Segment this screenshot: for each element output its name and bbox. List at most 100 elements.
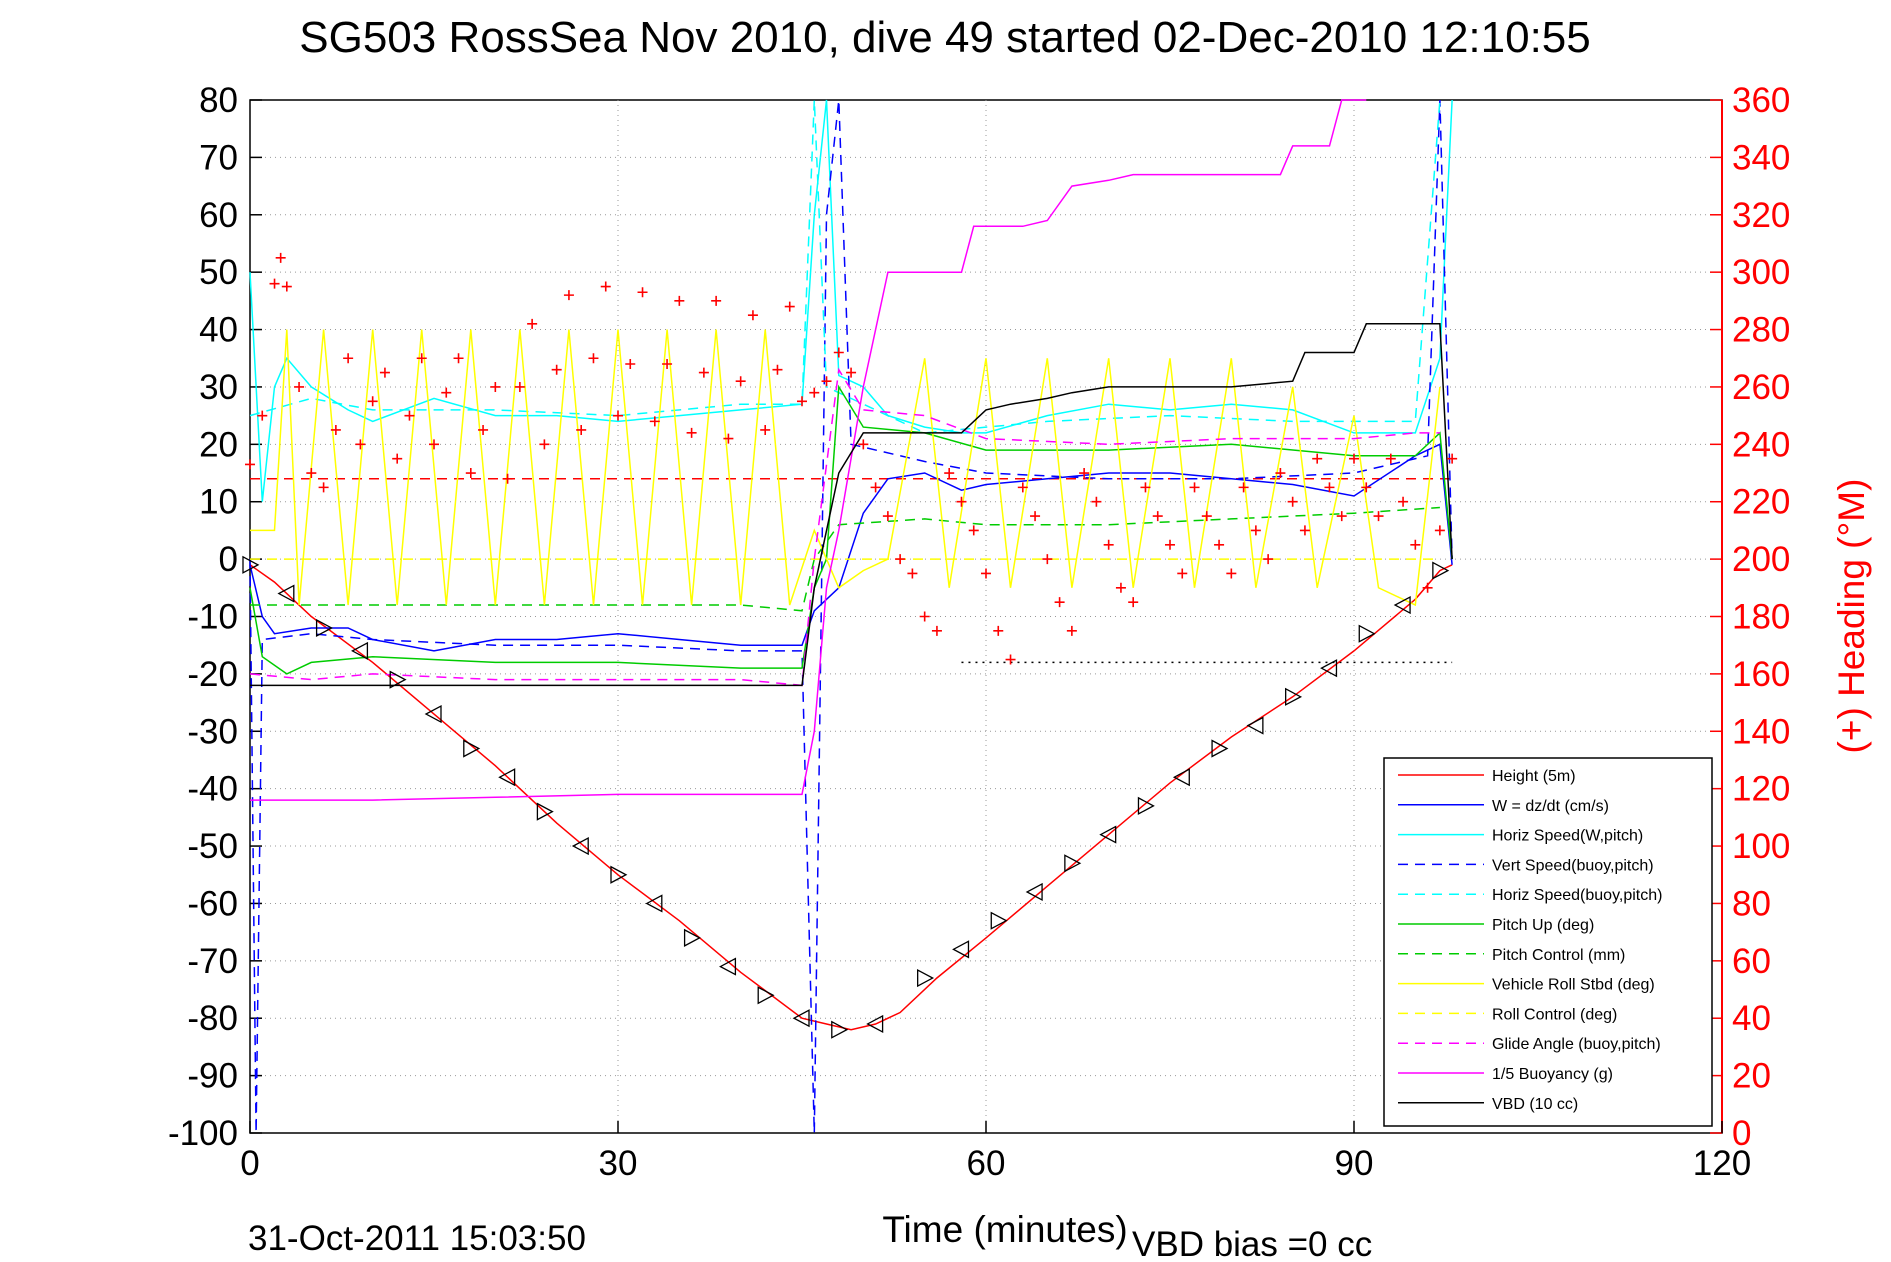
heading-marker <box>1140 482 1151 493</box>
heading-marker <box>723 433 734 444</box>
y-tick-label: -50 <box>187 827 238 866</box>
triangle-marker <box>1137 796 1155 815</box>
y2-tick-label: 320 <box>1732 196 1790 235</box>
y2-tick-label: 20 <box>1732 1057 1771 1096</box>
heading-marker <box>968 525 979 536</box>
triangle-marker <box>1432 561 1450 580</box>
x-tick-label: 0 <box>240 1144 259 1183</box>
y-tick-label: -70 <box>187 942 238 981</box>
heading-marker <box>1042 554 1053 565</box>
heading-marker <box>404 410 415 421</box>
triangle-marker <box>792 1009 810 1028</box>
y2-tick-label: 180 <box>1732 598 1790 637</box>
heading-marker <box>1324 482 1335 493</box>
heading-marker <box>674 295 685 306</box>
heading-marker <box>784 301 795 312</box>
heading-marker <box>613 410 623 421</box>
heading-marker <box>711 295 722 306</box>
triangle-marker <box>1393 595 1411 615</box>
y-tick-label: 0 <box>219 540 238 579</box>
triangle-marker <box>1358 624 1376 643</box>
heading-marker <box>1361 482 1372 493</box>
bottom-axis: 0 30 60 90 120 <box>240 1121 1751 1183</box>
y-tick-label: -80 <box>187 999 238 1038</box>
heading-marker <box>637 287 648 298</box>
heading-marker <box>1263 554 1274 565</box>
heading-marker <box>275 252 286 263</box>
triangle-marker <box>463 739 481 758</box>
heading-marker <box>330 424 341 435</box>
heading-marker <box>490 381 501 392</box>
heading-marker <box>1201 511 1212 522</box>
heading-marker <box>662 358 673 369</box>
heading-markers <box>245 252 1458 665</box>
series-line <box>250 329 1441 607</box>
heading-marker <box>269 278 280 289</box>
legend-label: W = dz/dt (cm/s) <box>1492 798 1609 815</box>
y2-tick-label: 260 <box>1732 368 1790 407</box>
heading-marker <box>858 439 869 450</box>
heading-marker <box>1091 496 1102 507</box>
heading-marker <box>1054 597 1065 608</box>
heading-marker <box>686 427 697 438</box>
y-tick-label: -60 <box>187 884 238 923</box>
legend-label: Pitch Control (mm) <box>1492 947 1625 964</box>
footer-date: 31-Oct-2011 15:03:50 <box>248 1219 586 1258</box>
heading-marker <box>318 482 329 493</box>
heading-marker <box>343 353 354 364</box>
series-line <box>250 323 1453 687</box>
heading-marker <box>772 364 783 375</box>
triangle-marker <box>1064 854 1082 873</box>
heading-marker <box>797 396 807 407</box>
heading-marker <box>747 310 758 321</box>
heading-marker <box>527 318 538 329</box>
heading-marker <box>1398 496 1409 507</box>
y-tick-label: -10 <box>187 598 238 637</box>
heading-marker <box>944 468 955 479</box>
heading-marker <box>809 387 820 398</box>
legend-label: Vert Speed(buoy,pitch) <box>1492 857 1654 874</box>
series-line <box>250 506 1440 612</box>
heading-marker <box>760 424 771 435</box>
heading-marker <box>919 611 930 622</box>
y2-tick-label: 160 <box>1732 655 1790 694</box>
heading-marker <box>931 625 942 636</box>
heading-marker <box>588 353 599 364</box>
legend-label: 1/5 Buoyancy (g) <box>1492 1066 1613 1083</box>
y2-tick-label: 60 <box>1732 942 1771 981</box>
legend-label: Height (5m) <box>1492 768 1576 785</box>
heading-marker <box>1385 453 1396 464</box>
y2-tick-label: 300 <box>1732 253 1790 292</box>
heading-marker <box>1275 468 1286 479</box>
y-tick-label: 70 <box>199 138 238 177</box>
heading-marker <box>625 358 636 369</box>
triangle-marker <box>645 894 663 913</box>
legend-label: VBD (10 cc) <box>1492 1096 1578 1113</box>
heading-marker <box>1299 525 1310 536</box>
heading-marker <box>895 554 906 565</box>
heading-marker <box>1447 453 1458 464</box>
heading-marker <box>600 281 611 292</box>
heading-marker <box>429 439 439 450</box>
triangle-marker <box>277 584 295 603</box>
heading-marker <box>1189 482 1200 493</box>
triangle-marker <box>1172 768 1190 787</box>
heading-marker <box>294 381 305 392</box>
y2-tick-label: 100 <box>1732 827 1790 866</box>
y-tick-label: 60 <box>199 196 238 235</box>
heading-marker <box>465 468 476 479</box>
heading-marker <box>478 424 489 435</box>
heading-marker <box>576 424 587 435</box>
legend-box <box>1383 757 1713 1127</box>
heading-marker <box>563 290 574 301</box>
triangle-marker <box>1320 659 1338 678</box>
legend-label: Horiz Speed(W,pitch) <box>1492 828 1643 845</box>
heading-marker <box>1312 453 1323 464</box>
heading-marker <box>1226 568 1237 579</box>
triangle-marker <box>757 986 775 1005</box>
legend: Height (5m) W = dz/dt (cm/s) Horiz Speed(W… <box>1383 757 1713 1127</box>
footer-vbd-bias: VBD bias =0 cc <box>1132 1225 1372 1262</box>
triangle-marker <box>1025 882 1043 902</box>
heading-marker <box>1287 496 1298 507</box>
